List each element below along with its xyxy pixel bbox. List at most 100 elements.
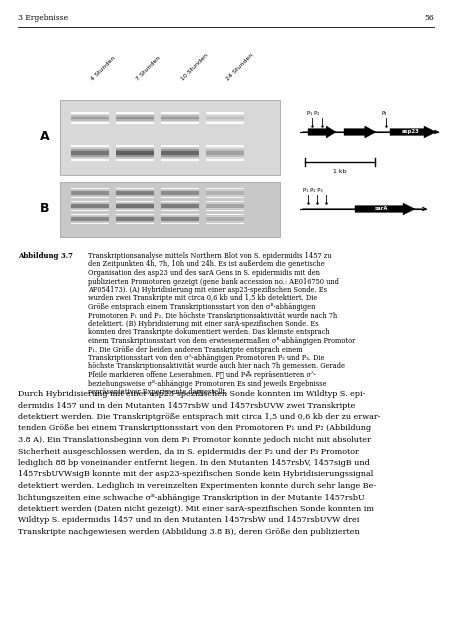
Text: Transkripte nachgewiesen werden (Abbildung 3.8 B), deren Größe den publizierten: Transkripte nachgewiesen werden (Abbildu… [18, 528, 359, 536]
Bar [71, 223, 109, 224]
Text: sarA: sarA [374, 207, 388, 211]
Bar [116, 206, 154, 207]
Text: Sicherheit ausgeschlossen werden, da in S. epidermidis der P₂ und der P₃ Promoto: Sicherheit ausgeschlossen werden, da in … [18, 447, 358, 456]
Bar [116, 115, 154, 116]
Bar [116, 157, 154, 159]
Bar [206, 151, 244, 153]
Text: lediglich 88 bp voneinander entfernt liegen. In den Mutanten 1457rsbV, 1457sigB : lediglich 88 bp voneinander entfernt lie… [18, 459, 369, 467]
Bar [161, 208, 198, 209]
Bar [161, 112, 198, 114]
Bar [161, 189, 198, 191]
Bar [60, 100, 279, 175]
Bar [71, 115, 109, 116]
Bar [206, 191, 244, 193]
Text: AF054173). (A) Hybridisierung mit einer asp23-spezifischen Sonde. Es: AF054173). (A) Hybridisierung mit einer … [88, 286, 326, 294]
Bar [161, 115, 198, 116]
Bar [116, 204, 154, 206]
Bar [206, 121, 244, 122]
Bar [206, 189, 244, 191]
Bar [161, 221, 198, 223]
Bar [71, 188, 109, 189]
Bar [71, 189, 109, 191]
Text: Wildtyp S. epidermidis 1457 und in den Mutanten 1457rsbW und 1457rsbUVW drei: Wildtyp S. epidermidis 1457 und in den M… [18, 516, 359, 525]
Bar [116, 153, 154, 155]
Bar [206, 193, 244, 195]
Bar [161, 191, 198, 193]
Bar [71, 206, 109, 207]
Bar [116, 120, 154, 121]
Text: detektiert. (B) Hybridisierung mit einer sarA-spezifischen Sonde. Es: detektiert. (B) Hybridisierung mit einer… [88, 320, 318, 328]
Bar [206, 147, 244, 149]
Bar [206, 219, 244, 221]
Bar [161, 203, 198, 204]
Text: P₁ P₂ P₃: P₁ P₂ P₃ [302, 188, 322, 193]
Text: repräsentativer Experimente dargestellt.: repräsentativer Experimente dargestellt. [88, 388, 227, 396]
Bar [206, 210, 244, 211]
Bar [71, 203, 109, 204]
Bar [60, 182, 279, 237]
Bar [116, 191, 154, 193]
Bar [116, 118, 154, 120]
Bar [206, 223, 244, 224]
Text: tenden Größe bei einem Transkriptionsstart von den Promotoren P₁ und P₂ (Abbildu: tenden Größe bei einem Transkriptionssta… [18, 424, 370, 433]
Bar [116, 193, 154, 195]
Bar [71, 149, 109, 151]
FancyArrow shape [343, 126, 375, 138]
Bar [116, 145, 154, 147]
Bar [116, 122, 154, 124]
Bar [161, 223, 198, 224]
Bar [71, 151, 109, 153]
Bar [116, 195, 154, 196]
Text: detektiert werden. Lediglich in vereinzelten Experimenten konnte durch sehr lang: detektiert werden. Lediglich in vereinze… [18, 482, 375, 490]
Bar [116, 151, 154, 153]
Bar [116, 196, 154, 198]
FancyArrow shape [307, 126, 335, 138]
Bar [206, 196, 244, 198]
Text: beziehungsweise σᴮ-abhängige Promotoren Es sind jeweils Ergebnisse: beziehungsweise σᴮ-abhängige Promotoren … [88, 380, 326, 387]
Bar [161, 206, 198, 207]
Bar [71, 193, 109, 195]
Bar [206, 218, 244, 219]
Text: Pfeile markieren offene Leserahmen. P⁁ und P⁂ repräsentieren σᴬ-: Pfeile markieren offene Leserahmen. P⁁ u… [88, 371, 315, 380]
Bar [161, 157, 198, 159]
Bar [116, 121, 154, 122]
Bar [71, 216, 109, 217]
Bar [116, 216, 154, 217]
Bar [161, 210, 198, 211]
Bar [71, 191, 109, 193]
Bar [206, 157, 244, 159]
Text: P₁. Die Größe der beiden anderen Transkripte entsprach einem: P₁. Die Größe der beiden anderen Transkr… [88, 346, 302, 353]
Text: detektiert werden. Die Transkriptgröße entsprach mit circa 1,5 und 0,6 kb der zu: detektiert werden. Die Transkriptgröße e… [18, 413, 380, 421]
Text: Organisation des asp23 und des sarA Gens in S. epidermidis mit den: Organisation des asp23 und des sarA Gens… [88, 269, 319, 277]
Bar [206, 114, 244, 115]
Bar [206, 145, 244, 147]
Bar [116, 149, 154, 151]
Bar [161, 147, 198, 149]
Bar [71, 195, 109, 196]
Bar [161, 218, 198, 219]
Text: B: B [40, 202, 50, 216]
Bar [206, 195, 244, 196]
Bar [116, 188, 154, 189]
Bar [71, 116, 109, 118]
Text: 1457rsbUVWsigB konnte mit der asp23-spezifischen Sonde kein Hybridisierungssigna: 1457rsbUVWsigB konnte mit der asp23-spez… [18, 470, 373, 479]
Bar [161, 188, 198, 189]
Bar [161, 149, 198, 151]
Bar [116, 208, 154, 209]
Text: Promotoren P₁ und P₂. Die höchste Transkriptionsaktivität wurde nach 7h: Promotoren P₁ und P₂. Die höchste Transk… [88, 312, 336, 319]
Bar [206, 116, 244, 118]
Bar [71, 114, 109, 115]
Bar [116, 159, 154, 161]
Bar [71, 218, 109, 219]
Text: höchste Transkriptionsaktivität wurde auch hier nach 7h gemessen. Gerade: höchste Transkriptionsaktivität wurde au… [88, 362, 344, 371]
Text: 24 Stunden: 24 Stunden [225, 53, 253, 82]
Bar [116, 147, 154, 149]
Bar [116, 114, 154, 115]
Bar [206, 201, 244, 202]
Bar [161, 122, 198, 124]
Bar [161, 145, 198, 147]
Bar [161, 155, 198, 157]
Bar [116, 189, 154, 191]
Bar [116, 112, 154, 114]
Bar [161, 204, 198, 206]
